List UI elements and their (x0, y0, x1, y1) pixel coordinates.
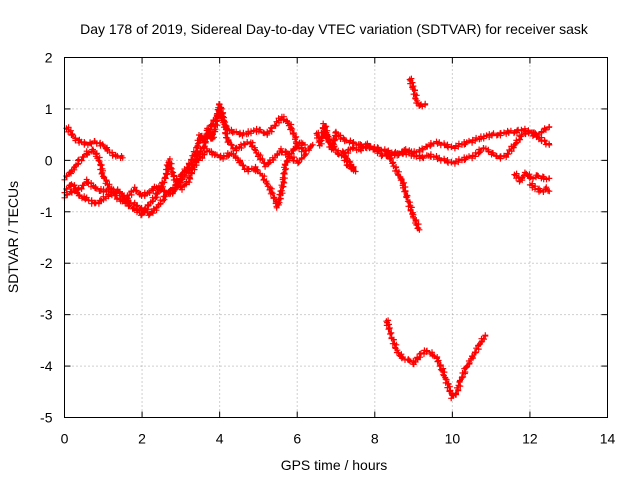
y-tick-label: 0 (45, 152, 53, 168)
y-tick-label: -2 (40, 255, 53, 271)
y-tick-label: -5 (40, 410, 53, 426)
data-series (61, 75, 553, 402)
x-tick-label: 14 (600, 431, 616, 447)
x-tick-label: 10 (445, 431, 461, 447)
series-plus-markers (526, 180, 553, 195)
series-track-d (61, 101, 308, 203)
series-plus-markers (383, 317, 489, 402)
x-tick-label: 0 (61, 431, 69, 447)
y-tick-label: 2 (45, 50, 53, 66)
series-track-j (511, 169, 553, 185)
series-track-f (321, 128, 553, 175)
y-axis: -5 -4 -3 -2 -1 0 1 2 (40, 50, 608, 426)
series-track-i (383, 317, 489, 402)
chart-title: Day 178 of 2019, Sidereal Day-to-day VTE… (80, 21, 589, 37)
x-tick-label: 8 (371, 431, 379, 447)
series-plus-markers (406, 75, 429, 110)
y-axis-label: SDTVAR / TECUs (5, 181, 21, 293)
series-plus-markers (63, 124, 126, 161)
x-tick-label: 2 (138, 431, 146, 447)
y-tick-label: -1 (40, 204, 53, 220)
series-plus-markers (511, 169, 553, 185)
x-tick-label: 12 (522, 431, 538, 447)
series-track-k (526, 180, 553, 195)
x-axis-label: GPS time / hours (281, 457, 388, 473)
series-plus-markers (321, 128, 553, 175)
series-track-h (406, 75, 429, 110)
grid-lines (64, 57, 608, 418)
series-track-a (63, 124, 126, 161)
y-tick-label: 1 (45, 101, 53, 117)
series-track-g (383, 147, 423, 233)
series-plus-markers (383, 147, 423, 233)
y-tick-label: -4 (40, 358, 53, 374)
y-tick-label: -3 (40, 307, 53, 323)
x-tick-label: 6 (293, 431, 301, 447)
x-tick-label: 4 (216, 431, 224, 447)
x-axis: 0 2 4 6 8 10 12 14 (61, 57, 616, 447)
plot-frame (64, 57, 608, 418)
